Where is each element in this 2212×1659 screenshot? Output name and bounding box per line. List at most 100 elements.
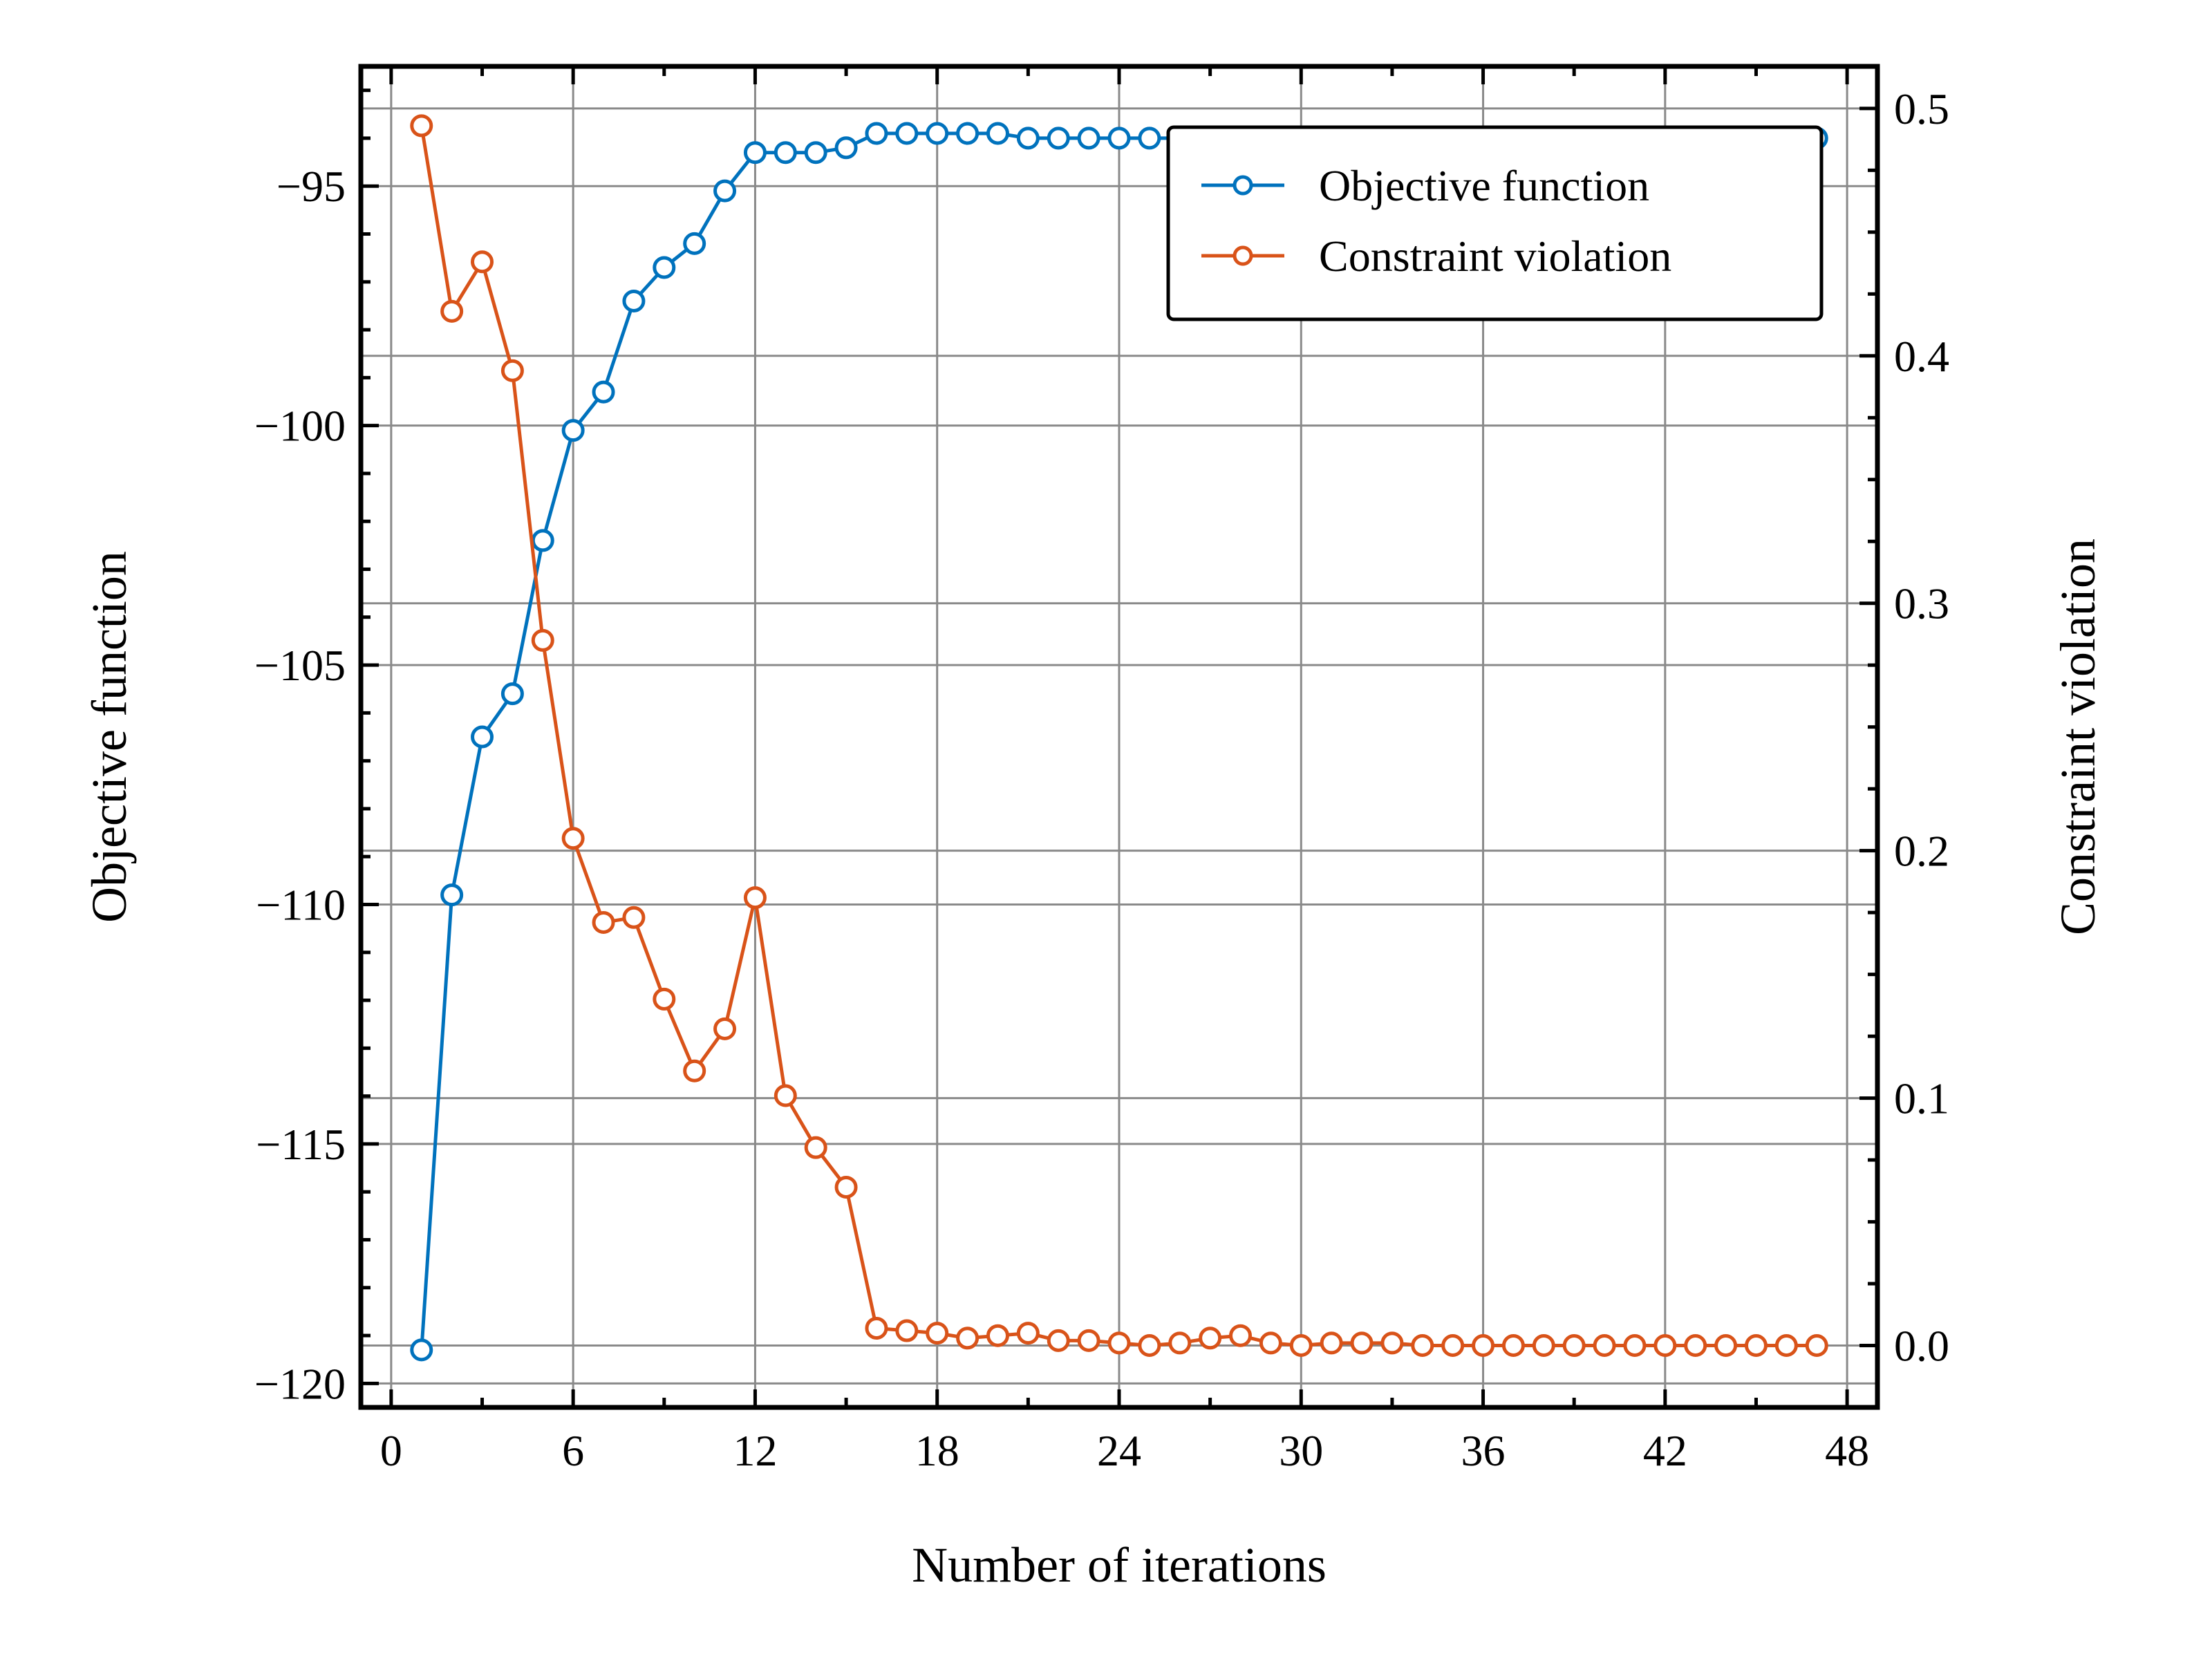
constraint-point xyxy=(653,987,676,1011)
constraint-point xyxy=(1593,1334,1616,1358)
constraint-point xyxy=(1805,1334,1828,1358)
constraint-point xyxy=(774,1084,797,1107)
objective-point xyxy=(1047,126,1070,150)
y2-tick-label: 0.2 xyxy=(1894,827,1949,876)
constraint-point xyxy=(1259,1331,1282,1355)
y-tick-label: −110 xyxy=(256,881,346,930)
objective-point xyxy=(865,122,888,145)
legend-box xyxy=(1166,125,1824,321)
legend-marker-objective xyxy=(1232,175,1253,196)
objective-point xyxy=(743,141,767,165)
constraint-point xyxy=(1350,1331,1374,1355)
constraint-point xyxy=(500,359,524,382)
constraint-point xyxy=(561,827,585,850)
constraint-point xyxy=(1107,1331,1131,1355)
y2-tick-label: 0.5 xyxy=(1894,84,1949,133)
y-tick-label: −100 xyxy=(254,402,346,451)
plot-frame xyxy=(358,64,1880,1410)
constraint-point xyxy=(410,114,433,138)
objective-point xyxy=(622,290,646,312)
constraint-point xyxy=(1380,1331,1404,1355)
objective-point xyxy=(531,529,554,552)
constraint-point xyxy=(1774,1334,1798,1358)
constraint-point xyxy=(804,1136,827,1159)
constraint-point xyxy=(1472,1334,1495,1358)
y2-tick-label: 0.3 xyxy=(1894,579,1949,628)
legend: Objective function Constraint violation xyxy=(1166,125,1824,321)
objective-point xyxy=(683,232,706,255)
x-tick-label: 6 xyxy=(562,1426,584,1475)
constraint-point xyxy=(986,1324,1009,1347)
x-tick-label: 48 xyxy=(1825,1426,1869,1475)
tick-labels: 0 6 12 18 24 30 36 42 48 −120 −115 −110 −105 −100 −95 0… xyxy=(254,84,1949,1475)
constraint-point xyxy=(1077,1329,1100,1352)
x-tick-label: 12 xyxy=(733,1426,777,1475)
y-tick-label: −115 xyxy=(256,1120,346,1169)
constraint-point xyxy=(1168,1331,1192,1355)
constraint-point xyxy=(956,1327,980,1350)
objective-point xyxy=(500,682,524,706)
constraint-point xyxy=(743,886,767,910)
objective-point xyxy=(956,122,980,145)
y2-tick-label: 0.0 xyxy=(1894,1322,1949,1371)
y-tick-label: −105 xyxy=(254,641,346,690)
objective-point xyxy=(1107,126,1131,150)
x-tick-label: 42 xyxy=(1643,1426,1687,1475)
objective-point xyxy=(713,179,737,203)
objective-point xyxy=(774,141,797,165)
objective-point xyxy=(592,380,615,404)
objective-point xyxy=(804,141,827,165)
constraint-point xyxy=(1199,1327,1222,1350)
constraint-point xyxy=(1016,1322,1040,1345)
constraint-point xyxy=(592,910,615,934)
constraint-point xyxy=(834,1175,858,1199)
y-tick-label: −120 xyxy=(254,1359,346,1408)
objective-point xyxy=(561,419,585,442)
objective-point xyxy=(926,122,949,145)
constraint-point xyxy=(1138,1334,1161,1358)
constraint-point xyxy=(1653,1334,1677,1358)
y-tick-label: −95 xyxy=(276,162,346,211)
objective-point xyxy=(1016,126,1040,150)
objective-point xyxy=(410,1338,433,1362)
x-tick-label: 0 xyxy=(380,1426,402,1475)
legend-label-constraint: Constraint violation xyxy=(1319,232,1671,281)
objective-point xyxy=(653,256,676,279)
constraint-point xyxy=(531,628,554,652)
objective-point xyxy=(471,725,494,749)
x-tick-label: 30 xyxy=(1279,1426,1323,1475)
constraint-point xyxy=(1744,1334,1768,1358)
constraint-point xyxy=(1229,1324,1253,1347)
objective-point xyxy=(1077,126,1100,150)
x-tick-label: 36 xyxy=(1461,1426,1506,1475)
constraint-point xyxy=(713,1017,737,1040)
objective-point xyxy=(440,883,464,907)
objective-point xyxy=(895,122,919,145)
constraint-point xyxy=(1411,1334,1434,1358)
constraint-point xyxy=(1441,1334,1465,1358)
constraint-point xyxy=(1684,1334,1707,1358)
constraint-point xyxy=(1047,1329,1070,1352)
y2-axis-title: Constraint violation xyxy=(2050,538,2106,935)
constraint-point xyxy=(926,1322,949,1345)
x-tick-label: 18 xyxy=(915,1426,959,1475)
legend-marker-constraint xyxy=(1232,245,1253,266)
legend-label-objective: Objective function xyxy=(1319,161,1649,210)
objective-point xyxy=(986,122,1009,145)
constraint-point xyxy=(1532,1334,1555,1358)
constraint-point xyxy=(471,250,494,274)
constraint-point xyxy=(1501,1334,1525,1358)
tick-marks xyxy=(361,66,1877,1407)
constraint-point xyxy=(683,1059,706,1082)
constraint-point xyxy=(895,1319,919,1342)
constraint-point xyxy=(622,906,646,929)
constraint-point xyxy=(1562,1334,1586,1358)
constraint-point xyxy=(1289,1334,1313,1358)
constraint-point xyxy=(1623,1334,1647,1358)
x-axis-title: Number of iterations xyxy=(912,1537,1327,1593)
constraint-point xyxy=(440,299,464,323)
y-axis-title: Objective function xyxy=(82,551,137,923)
constraint-point xyxy=(1320,1331,1343,1355)
y2-tick-label: 0.4 xyxy=(1894,332,1949,381)
